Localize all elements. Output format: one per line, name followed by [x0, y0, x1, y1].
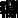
X-axis label: Temps (s): Temps (s) — [0, 14, 18, 18]
Text: Figure 3: Figure 3 — [0, 4, 18, 18]
Text: Cb: Cb — [10, 0, 18, 14]
Text: Rb: Rb — [4, 0, 18, 10]
Text: Niveau: Niveau — [1, 2, 18, 18]
Text: Nb: Nb — [4, 0, 18, 15]
